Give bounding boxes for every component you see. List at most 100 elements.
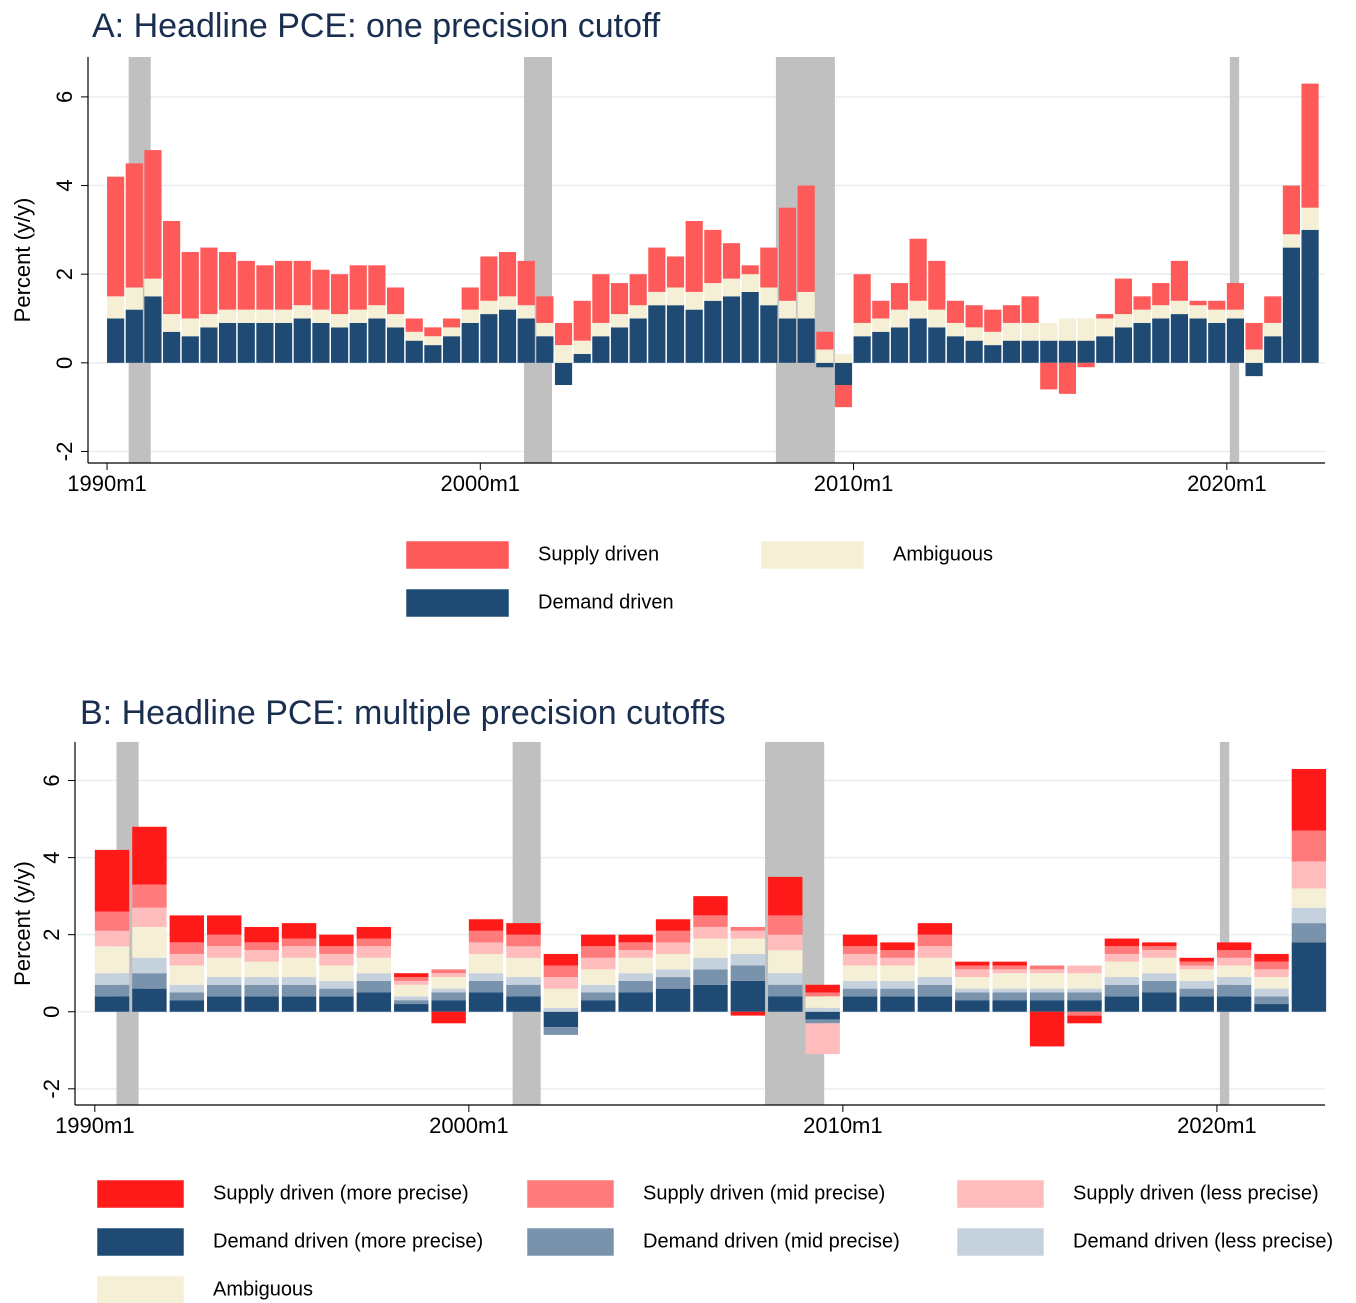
- bar-segment: [424, 336, 442, 346]
- bar-segment: [1067, 1000, 1102, 1012]
- bar-segment: [805, 996, 840, 1008]
- bar-segment: [480, 314, 498, 363]
- bar-segment: [1189, 300, 1207, 306]
- bar-segment: [1170, 314, 1189, 363]
- x-tick-label: 2020m1: [1187, 471, 1267, 496]
- bar-segment: [1104, 961, 1140, 978]
- bar-segment: [394, 980, 429, 985]
- bar-segment: [853, 274, 871, 323]
- y-tick-label: -2: [39, 1079, 64, 1099]
- bar-segment: [1142, 980, 1177, 993]
- bar-segment: [928, 309, 946, 328]
- bar-segment: [1226, 318, 1245, 363]
- bar-segment: [163, 220, 181, 315]
- bar-segment: [386, 287, 405, 315]
- bar-segment: [629, 305, 647, 319]
- chart-title: A: Headline PCE: one precision cutoff: [92, 7, 661, 45]
- bar-segment: [207, 984, 242, 997]
- bar-segment: [842, 980, 878, 989]
- bar-segment: [1216, 977, 1252, 985]
- legend-label: Ambiguous: [893, 543, 993, 565]
- bar-segment: [992, 965, 1027, 970]
- bar-segment: [1282, 247, 1300, 363]
- bar-segment: [330, 314, 349, 328]
- y-tick-label: 6: [52, 91, 77, 103]
- bar-segment: [1077, 340, 1095, 363]
- bar-segment: [573, 300, 591, 341]
- bar-segment: [207, 934, 242, 947]
- x-tick-label: 1990m1: [67, 471, 147, 496]
- bar-segment: [946, 336, 965, 363]
- legend-swatch: [527, 1228, 614, 1256]
- bar-segment: [1254, 1004, 1289, 1012]
- bar-segment: [554, 345, 573, 363]
- bar-segment: [319, 965, 354, 981]
- bar-segment: [1002, 322, 1021, 341]
- bar-segment: [431, 969, 466, 974]
- bar-segment: [536, 336, 554, 363]
- bar-segment: [1152, 318, 1170, 363]
- bar-segment: [1067, 1015, 1102, 1024]
- legend-label: Supply driven (mid precise): [643, 1182, 885, 1204]
- bar-segment: [554, 322, 573, 346]
- bar-segment: [872, 318, 890, 332]
- bar-segment: [442, 336, 461, 363]
- bar-segment: [1104, 984, 1140, 997]
- bar-segment: [1058, 362, 1077, 394]
- bar-segment: [704, 283, 722, 301]
- bar-segment: [917, 977, 953, 985]
- bar-segment: [992, 969, 1027, 974]
- bar-segment: [842, 934, 878, 947]
- bar-segment: [1216, 996, 1252, 1012]
- bar-segment: [461, 322, 479, 363]
- bar-segment: [394, 977, 429, 981]
- bar-segment: [1291, 830, 1327, 862]
- bar-segment: [618, 992, 653, 1012]
- bar-segment: [666, 287, 685, 306]
- legend-label: Demand driven (more precise): [213, 1230, 483, 1252]
- bar-segment: [281, 984, 317, 997]
- bar-segment: [107, 176, 125, 297]
- bar-segment: [543, 1027, 579, 1035]
- bar-segment: [319, 946, 354, 954]
- bar-segment: [797, 291, 815, 319]
- bar-segment: [834, 362, 853, 385]
- bar-segment: [1301, 229, 1319, 363]
- bar-segment: [581, 934, 616, 947]
- bar-segment: [1291, 768, 1327, 831]
- bar-segment: [928, 327, 946, 363]
- bar-segment: [356, 980, 392, 993]
- bar-segment: [386, 327, 405, 363]
- bar-segment: [244, 996, 279, 1012]
- bar-segment: [1282, 185, 1300, 235]
- bar-segment: [1096, 314, 1114, 319]
- y-tick-label: -2: [52, 442, 77, 462]
- y-tick-label: 0: [52, 357, 77, 369]
- bar-segment: [1029, 965, 1065, 970]
- bar-segment: [275, 309, 293, 323]
- bar-segment: [880, 957, 915, 966]
- bar-segment: [517, 305, 535, 319]
- bar-segment: [629, 274, 647, 306]
- bar-segment: [431, 1011, 466, 1024]
- bar-segment: [1216, 984, 1252, 997]
- bar-segment: [543, 1011, 579, 1028]
- bar-segment: [805, 1011, 840, 1020]
- bar-segment: [581, 1000, 616, 1012]
- bar-segment: [666, 256, 685, 288]
- bar-segment: [169, 965, 205, 985]
- bar-segment: [1133, 309, 1151, 323]
- bar-segment: [107, 318, 125, 363]
- bar-segment: [768, 950, 803, 974]
- bar-segment: [244, 942, 279, 951]
- bar-segment: [319, 980, 354, 989]
- bar-segment: [293, 318, 311, 363]
- bar-segment: [207, 996, 242, 1012]
- legend-label: Supply driven (less precise): [1073, 1182, 1319, 1204]
- y-axis-label: Percent (y/y): [10, 198, 35, 323]
- bar-segment: [655, 988, 691, 1012]
- recession-band: [523, 57, 552, 463]
- bar-segment: [356, 926, 392, 939]
- bar-segment: [722, 278, 741, 297]
- bar-segment: [1142, 942, 1177, 947]
